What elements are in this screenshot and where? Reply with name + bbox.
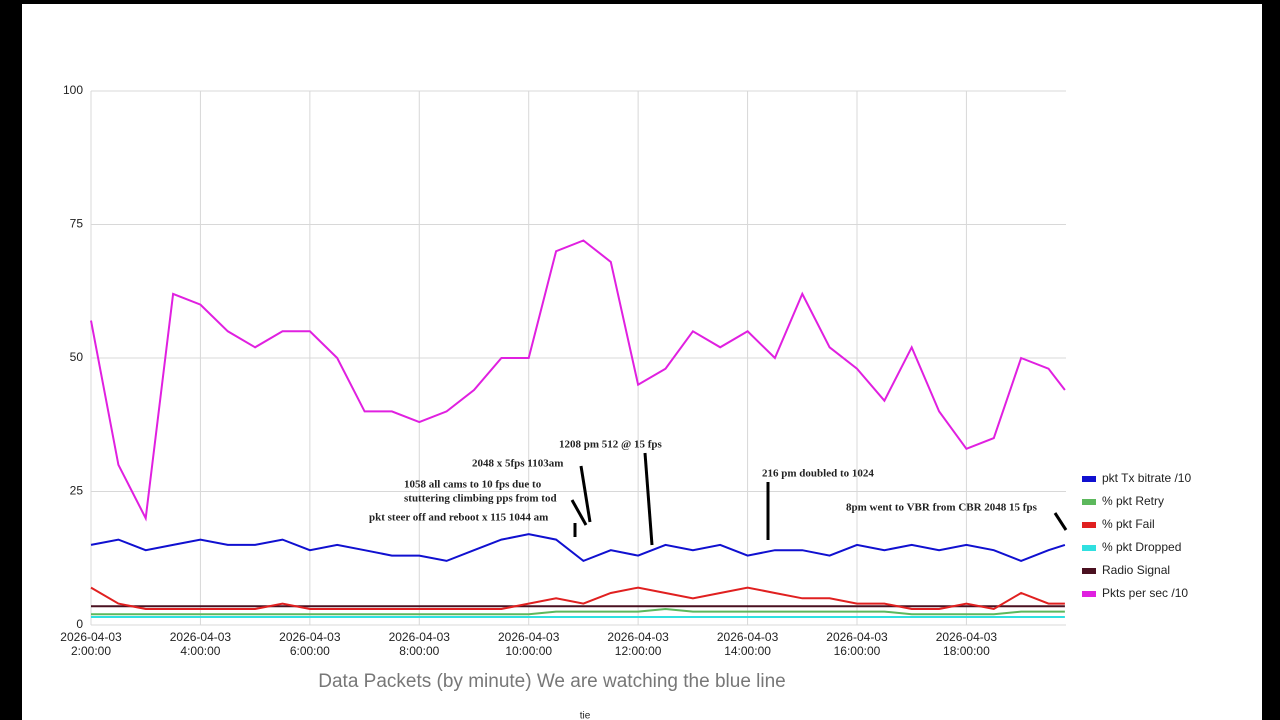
chart-title: Data Packets (by minute) We are watching…	[318, 671, 786, 692]
legend-label: % pkt Fail	[1102, 517, 1155, 531]
legend-label: % pkt Dropped	[1102, 540, 1181, 554]
legend-swatch	[1082, 591, 1096, 597]
y-tick-label: 50	[70, 350, 84, 364]
y-tick-label: 25	[70, 484, 84, 498]
series-line	[90, 586, 1065, 611]
x-tick-label: 2026-04-03 2:00:00	[60, 630, 122, 658]
annotation: 2048 x 5fps 1103am	[472, 458, 563, 470]
annotation: 1058 all cams to 10 fps due to	[404, 479, 542, 491]
x-tick-label: 2026-04-03 16:00:00	[826, 630, 888, 658]
legend-label: Radio Signal	[1102, 563, 1170, 577]
x-tick-label: 2026-04-03 14:00:00	[716, 630, 779, 658]
series-line	[90, 239, 1066, 522]
x-tick-label: 2026-04-03 18:00:00	[935, 630, 998, 658]
annotation: pkt steer off and reboot x 115 1044 am	[369, 512, 548, 524]
panel	[22, 4, 1262, 720]
x-tick-label: 2026-04-03 4:00:00	[169, 630, 232, 658]
series	[90, 239, 1066, 618]
legend-swatch	[1082, 499, 1096, 505]
y-tick-label: 75	[70, 217, 84, 231]
annotation: stuttering climbing pps from tod	[404, 493, 557, 505]
legend-swatch	[1082, 522, 1096, 528]
x-tick-label: 2026-04-03 12:00:00	[607, 630, 669, 658]
legend-label: % pkt Retry	[1102, 494, 1164, 508]
legend-swatch	[1082, 568, 1096, 574]
annotation: 216 pm doubled to 1024	[762, 468, 874, 480]
y-tick-label: 0	[76, 617, 83, 631]
annotation: 8pm went to VBR from CBR 2048 15 fps	[846, 502, 1038, 514]
annotation: 1208 pm 512 @ 15 fps	[559, 439, 663, 451]
x-tick-label: 2026-04-03 8:00:00	[388, 630, 450, 658]
legend-label: Pkts per sec /10	[1102, 586, 1188, 600]
legend-swatch	[1082, 545, 1096, 551]
series-line	[91, 607, 1065, 616]
annotation-markers	[570, 452, 1068, 546]
footnote: tie	[580, 711, 591, 720]
y-tick-label: 100	[63, 83, 83, 97]
x-tick-label: 2026-04-03 6:00:00	[279, 630, 341, 658]
x-tick-label: 2026-04-03 10:00:00	[498, 630, 560, 658]
legend-label: pkt Tx bitrate /10	[1102, 471, 1191, 485]
legend-swatch	[1082, 476, 1096, 482]
series-line	[90, 533, 1066, 563]
